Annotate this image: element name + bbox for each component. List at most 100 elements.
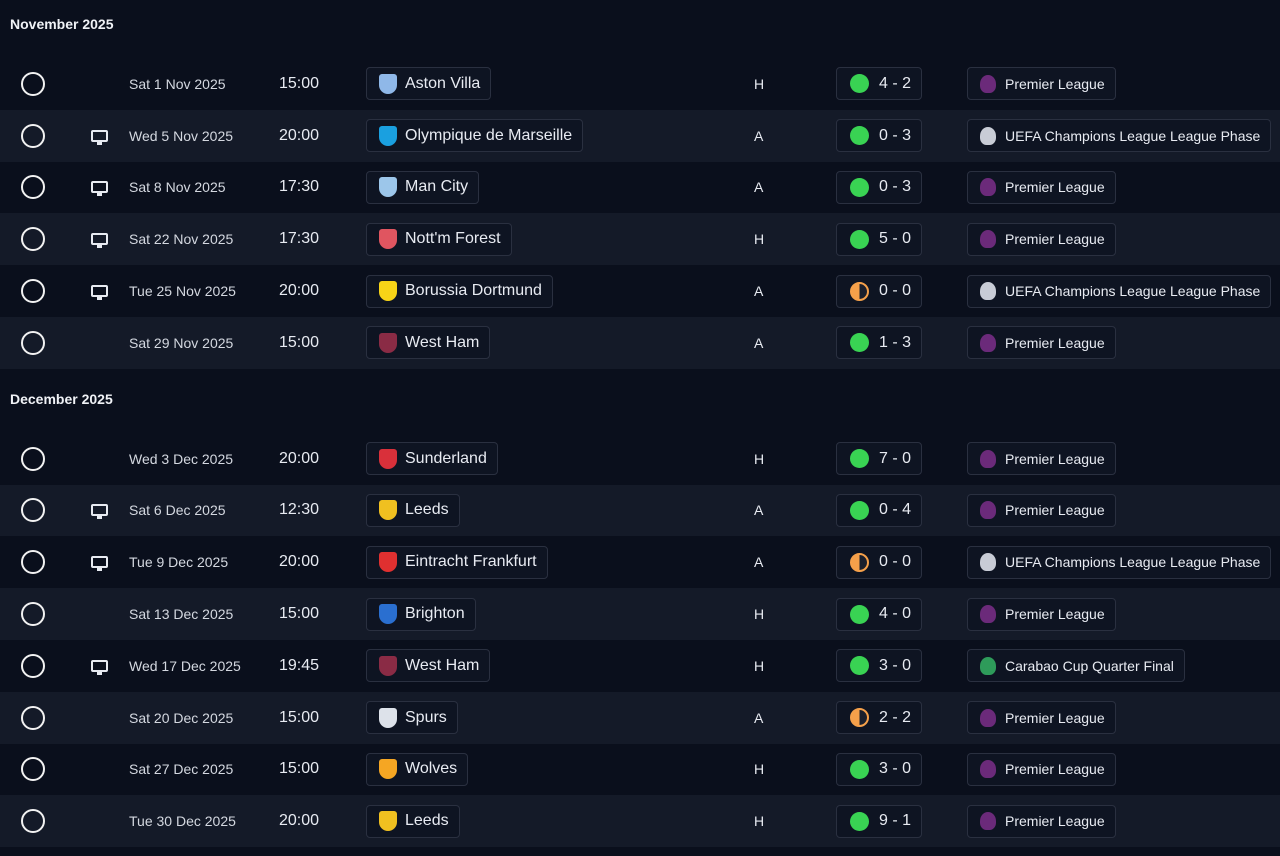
competition-button[interactable]: UEFA Champions League League Phase xyxy=(967,119,1272,153)
fixture-date: Tue 25 Nov 2025 xyxy=(129,283,236,300)
competition-button[interactable]: Premier League xyxy=(967,493,1116,527)
team-button[interactable]: West Ham xyxy=(366,649,491,683)
pl-logo-icon xyxy=(980,74,996,93)
kickoff-time: 20:00 xyxy=(279,553,320,571)
competition-button[interactable]: UEFA Champions League League Phase xyxy=(967,274,1272,308)
kickoff-time: 15:00 xyxy=(279,333,320,351)
tv-broadcast-icon xyxy=(91,233,108,249)
fixture-row[interactable]: Sat 6 Dec 2025 12:30 Leeds A 0 - 4 Premier Le… xyxy=(0,484,1280,537)
kickoff-time: 17:30 xyxy=(279,230,320,248)
competition-button[interactable]: Premier League xyxy=(967,752,1116,786)
team-crest-icon xyxy=(379,332,397,353)
score-button[interactable]: 0 - 4 xyxy=(836,493,923,527)
fixture-row[interactable]: Wed 3 Dec 2025 20:00 Sunderland H 7 - 0 Premi… xyxy=(0,433,1280,485)
status-circle-icon xyxy=(21,550,45,575)
competition-button[interactable]: Premier League xyxy=(967,170,1116,204)
team-button[interactable]: Aston Villa xyxy=(366,67,492,101)
venue: A xyxy=(754,179,764,196)
team-button[interactable]: Eintracht Frankfurt xyxy=(366,545,548,579)
score: 4 - 2 xyxy=(879,74,912,92)
competition-button[interactable]: Premier League xyxy=(967,442,1116,476)
fixture-row[interactable]: Wed 17 Dec 2025 19:45 West Ham H 3 - 0 Caraba… xyxy=(0,640,1280,692)
score-button[interactable]: 7 - 0 xyxy=(836,442,923,476)
kickoff-time: 15:00 xyxy=(279,760,320,778)
competition-button[interactable]: Premier League xyxy=(967,804,1116,838)
score-button[interactable]: 0 - 3 xyxy=(836,119,923,153)
score-button[interactable]: 4 - 0 xyxy=(836,597,923,631)
team-crest-icon xyxy=(379,552,397,573)
fixture-row[interactable]: Tue 30 Dec 2025 20:00 Leeds H 9 - 1 Premier L… xyxy=(0,795,1280,848)
team-button[interactable]: Nott'm Forest xyxy=(366,222,512,256)
win-result-icon xyxy=(850,74,869,94)
tv-broadcast-icon xyxy=(91,504,108,520)
score-button[interactable]: 0 - 0 xyxy=(836,274,923,308)
venue: H xyxy=(754,75,765,92)
team-button[interactable]: Olympique de Marseille xyxy=(366,119,584,153)
fixture-row[interactable]: Sat 27 Dec 2025 15:00 Wolves H 3 - 0 Premier … xyxy=(0,744,1280,796)
score-button[interactable]: 4 - 2 xyxy=(836,67,923,101)
competition-button[interactable]: Premier League xyxy=(967,222,1116,256)
pl-logo-icon xyxy=(980,230,996,249)
pl-logo-icon xyxy=(980,605,996,624)
venue: H xyxy=(754,231,765,248)
team-button[interactable]: West Ham xyxy=(366,326,491,360)
team-crest-icon xyxy=(379,811,397,832)
score: 0 - 0 xyxy=(879,282,912,300)
fixture-row[interactable]: Sat 22 Nov 2025 17:30 Nott'm Forest H 5 - 0 P… xyxy=(0,213,1280,266)
team-crest-icon xyxy=(379,707,397,728)
fixture-row[interactable]: Sat 1 Nov 2025 15:00 Aston Villa H 4 - 2 Prem… xyxy=(0,58,1280,110)
fixture-row[interactable]: Tue 25 Nov 2025 20:00 Borussia Dortmund A 0 … xyxy=(0,265,1280,317)
team-name: Wolves xyxy=(405,760,458,778)
kickoff-time: 15:00 xyxy=(279,708,320,726)
competition-button[interactable]: Premier League xyxy=(967,326,1116,360)
fixture-row[interactable]: Sat 8 Nov 2025 17:30 Man City A 0 - 3 Premier… xyxy=(0,162,1280,214)
cup-logo-icon xyxy=(980,656,996,675)
team-button[interactable]: Spurs xyxy=(366,701,458,735)
score-button[interactable]: 5 - 0 xyxy=(836,222,923,256)
competition-button[interactable]: Premier League xyxy=(967,67,1116,101)
kickoff-time: 20:00 xyxy=(279,282,320,300)
fixture-row[interactable]: Wed 5 Nov 2025 20:00 Olympique de Marseill… xyxy=(0,109,1280,162)
competition-name: Premier League xyxy=(1005,179,1105,196)
team-button[interactable]: Leeds xyxy=(366,804,460,838)
team-button[interactable]: Brighton xyxy=(366,597,476,631)
score: 0 - 0 xyxy=(879,553,912,571)
competition-button[interactable]: Premier League xyxy=(967,701,1116,735)
team-button[interactable]: Leeds xyxy=(366,493,460,527)
team-crest-icon xyxy=(379,604,397,625)
fixture-date: Sat 29 Nov 2025 xyxy=(129,334,234,351)
score-button[interactable]: 1 - 3 xyxy=(836,326,923,360)
score-button[interactable]: 3 - 0 xyxy=(836,649,923,683)
competition-button[interactable]: Premier League xyxy=(967,597,1116,631)
team-name: Nott'm Forest xyxy=(405,230,501,248)
score: 4 - 0 xyxy=(879,605,912,623)
venue: A xyxy=(754,709,764,726)
team-name: Eintracht Frankfurt xyxy=(405,553,537,571)
venue: H xyxy=(754,450,765,467)
score-button[interactable]: 9 - 1 xyxy=(836,804,923,838)
score: 5 - 0 xyxy=(879,230,912,248)
score: 7 - 0 xyxy=(879,449,912,467)
competition-name: Premier League xyxy=(1005,813,1105,830)
team-crest-icon xyxy=(379,448,397,469)
team-crest-icon xyxy=(379,655,397,676)
kickoff-time: 17:30 xyxy=(279,178,320,196)
score-button[interactable]: 2 - 2 xyxy=(836,701,923,735)
competition-button[interactable]: Carabao Cup Quarter Final xyxy=(967,649,1185,683)
fixture-row[interactable]: Sat 20 Dec 2025 15:00 Spurs A 2 - 2 Premier L… xyxy=(0,691,1280,744)
draw-result-icon xyxy=(850,552,869,572)
competition-button[interactable]: UEFA Champions League League Phase xyxy=(967,545,1272,579)
status-circle-icon xyxy=(21,279,45,304)
score-button[interactable]: 0 - 3 xyxy=(836,170,923,204)
team-crest-icon xyxy=(379,229,397,250)
team-button[interactable]: Man City xyxy=(366,170,480,204)
fixture-date: Sat 27 Dec 2025 xyxy=(129,761,234,778)
fixture-row[interactable]: Sat 29 Nov 2025 15:00 West Ham A 1 - 3 Premie… xyxy=(0,316,1280,369)
team-button[interactable]: Wolves xyxy=(366,752,469,786)
fixture-row[interactable]: Sat 13 Dec 2025 15:00 Brighton H 4 - 0 Premie… xyxy=(0,588,1280,640)
score-button[interactable]: 3 - 0 xyxy=(836,752,923,786)
fixture-row[interactable]: Tue 9 Dec 2025 20:00 Eintracht Frankfurt A 0… xyxy=(0,536,1280,588)
score-button[interactable]: 0 - 0 xyxy=(836,545,923,579)
team-button[interactable]: Borussia Dortmund xyxy=(366,274,553,308)
team-button[interactable]: Sunderland xyxy=(366,442,498,476)
